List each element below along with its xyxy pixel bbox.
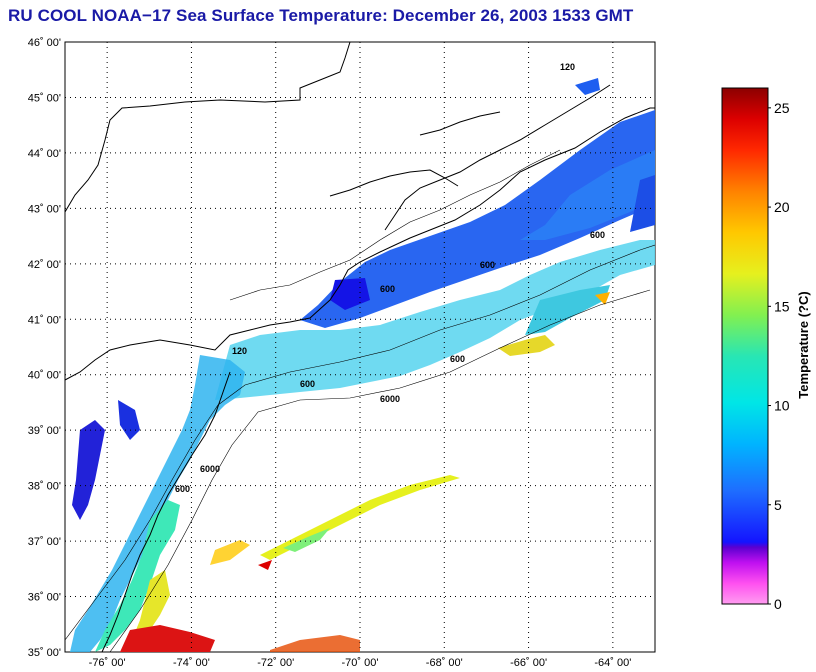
isobath-label: 600 xyxy=(380,284,395,294)
latitude-tick-label: 35˚ 00' xyxy=(28,647,61,659)
colorbar-tick-label: 15 xyxy=(774,298,790,314)
graticule xyxy=(65,42,655,652)
coastline xyxy=(65,42,655,652)
latitude-tick-label: 45˚ 00' xyxy=(28,92,61,104)
colorbar: 0 5 10 15 20 25 Temperature (?C) xyxy=(721,87,811,612)
longitude-tick-label: -66˚ 00' xyxy=(510,657,547,669)
latitude-tick-label: 36˚ 00' xyxy=(28,592,61,604)
latitude-tick-label: 43˚ 00' xyxy=(28,203,61,215)
isobath-label: 600 xyxy=(300,379,315,389)
longitude-tick-label: -68˚ 00' xyxy=(426,657,463,669)
isobath-label: 6000 xyxy=(380,394,400,404)
colorbar-tick-label: 5 xyxy=(774,497,782,513)
colorbar-gradient xyxy=(721,87,769,605)
colorbar-label: Temperature (?C) xyxy=(796,291,811,398)
latitude-tick-label: 38˚ 00' xyxy=(28,481,61,493)
latitude-axis: 35˚ 00' 36˚ 00' 37˚ 00' 38˚ 00' 39˚ 00' 40˚ 0… xyxy=(28,37,61,659)
longitude-tick-label: -70˚ 00' xyxy=(342,657,379,669)
latitude-tick-label: 40˚ 00' xyxy=(28,370,61,382)
isobath-label: 600 xyxy=(480,260,495,270)
map-title: RU COOL NOAA−17 Sea Surface Temperature:… xyxy=(8,6,634,25)
latitude-tick-label: 44˚ 00' xyxy=(28,148,61,160)
isobath-label: 600 xyxy=(590,230,605,240)
isobath-label: 600 xyxy=(175,484,190,494)
colorbar-tick-label: 0 xyxy=(774,596,782,612)
colorbar-ticks: 0 5 10 15 20 25 xyxy=(768,100,790,612)
latitude-tick-label: 37˚ 00' xyxy=(28,536,61,548)
latitude-tick-label: 41˚ 00' xyxy=(28,314,61,326)
sst-data-layer xyxy=(70,78,655,652)
isobath-label: 120 xyxy=(232,346,247,356)
latitude-tick-label: 46˚ 00' xyxy=(28,37,61,49)
latitude-tick-label: 42˚ 00' xyxy=(28,259,61,271)
longitude-tick-label: -74˚ 00' xyxy=(173,657,210,669)
isobath-label: 6000 xyxy=(200,464,220,474)
longitude-tick-label: -64˚ 00' xyxy=(594,657,631,669)
colorbar-tick-label: 20 xyxy=(774,199,790,215)
isobath-label: 120 xyxy=(560,62,575,72)
isobaths xyxy=(65,149,655,652)
isobath-label-group: 120 600 6000 600 600 600 6000 600 600 12… xyxy=(175,62,605,494)
colorbar-tick-label: 10 xyxy=(774,398,790,414)
isobath-label: 600 xyxy=(450,354,465,364)
longitude-tick-label: -72˚ 00' xyxy=(257,657,294,669)
longitude-axis: -76˚ 00' -74˚ 00' -72˚ 00' -70˚ 00' -68˚ 00'… xyxy=(89,657,632,669)
latitude-tick-label: 39˚ 00' xyxy=(28,425,61,437)
colorbar-tick-label: 25 xyxy=(774,100,790,116)
longitude-tick-label: -76˚ 00' xyxy=(89,657,126,669)
